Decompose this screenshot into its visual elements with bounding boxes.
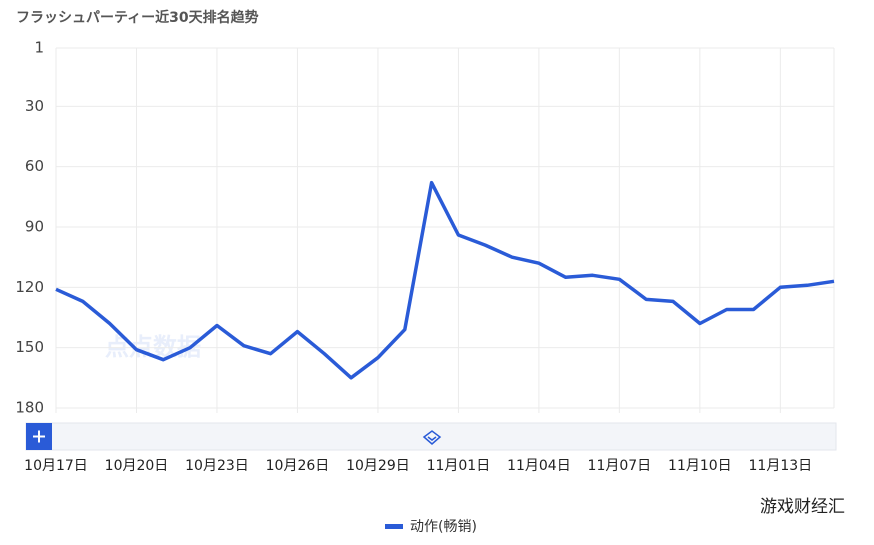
x-tick-label: 11月13日: [749, 458, 813, 474]
line-series: [55, 180, 835, 380]
y-tick-label: 150: [15, 338, 44, 356]
x-tick-label: 10月26日: [266, 458, 330, 474]
footer-watermark: 游戏财经汇: [760, 497, 845, 517]
slider-handle[interactable]: [422, 430, 442, 445]
chart-title: フラッシュパーティー近30天排名趋势: [16, 9, 259, 26]
x-tick-label: 11月10日: [668, 458, 732, 474]
x-tick-label: 11月01日: [427, 458, 491, 474]
y-tick-label: 60: [25, 157, 44, 175]
y-tick-label: 90: [25, 217, 44, 235]
x-tick-label: 11月07日: [588, 458, 652, 474]
plus-icon: [33, 430, 45, 443]
x-tick-label: 10月17日: [24, 458, 88, 474]
y-tick-label: 30: [25, 97, 44, 115]
x-tick-label: 10月29日: [346, 458, 410, 474]
x-tick-label: 10月23日: [185, 458, 249, 474]
legend-swatch: [385, 524, 403, 529]
y-tick-label: 1: [34, 39, 44, 57]
zoom-slider[interactable]: [25, 422, 837, 451]
x-tick-label: 10月20日: [105, 458, 169, 474]
x-tick-label: 11月04日: [507, 458, 571, 474]
legend-label: 动作(畅销): [410, 519, 477, 535]
y-tick-label: 180: [15, 399, 44, 417]
y-tick-label: 120: [15, 278, 44, 296]
